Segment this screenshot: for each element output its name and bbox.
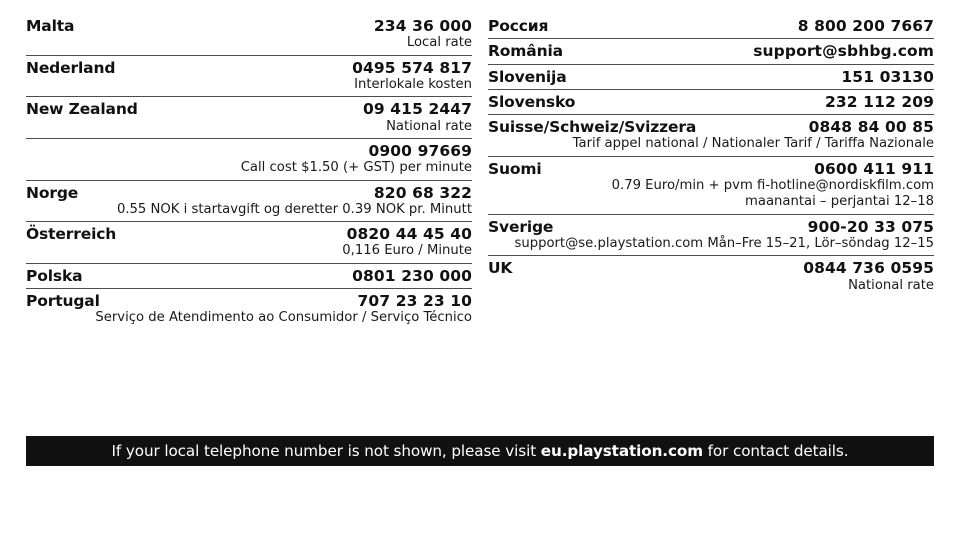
country-label: România xyxy=(488,42,563,61)
country-label xyxy=(26,142,31,160)
contact-number[interactable]: 234 36 000 xyxy=(373,17,472,35)
banner-link[interactable]: eu.playstation.com xyxy=(540,442,703,460)
contact-columns: Malta 234 36 000 Local rate Nederland 0495 5… xyxy=(26,14,934,330)
contact-sheet: Malta 234 36 000 Local rate Nederland 0495 5… xyxy=(26,14,934,530)
rate-note: National rate xyxy=(386,118,472,134)
contact-number[interactable]: 820 68 322 xyxy=(373,183,472,202)
banner-text-after: for contact details. xyxy=(702,442,849,460)
rate-note: maanantai – perjantai 12–18 xyxy=(745,194,934,210)
contact-row: Slovenija 151 03130 xyxy=(488,65,934,90)
country-label: Portugal xyxy=(26,292,100,311)
country-label: UK xyxy=(488,259,513,278)
contact-row-main: Suisse/Schweiz/Svizzera 0848 84 00 85 xyxy=(488,118,934,136)
contact-row: Россия 8 800 200 7667 xyxy=(488,14,934,40)
contact-number[interactable]: 0844 736 0595 xyxy=(803,259,934,278)
contact-number[interactable]: 232 112 209 xyxy=(825,92,934,111)
contact-row-main: Portugal 707 23 23 10 xyxy=(26,292,472,310)
country-label: Suisse/Schweiz/Svizzera xyxy=(488,118,697,137)
contact-row-main: New Zealand 09 415 2447 xyxy=(26,100,472,118)
contact-row-main: Österreich 0820 44 45 40 xyxy=(26,225,472,243)
contact-row: Malta 234 36 000 Local rate xyxy=(26,14,472,56)
contact-number[interactable]: 0801 230 000 xyxy=(352,266,472,285)
contact-number[interactable]: 09 415 2447 xyxy=(363,100,472,119)
contact-row-main: Malta 234 36 000 xyxy=(26,17,472,35)
country-label: Nederland xyxy=(26,58,116,77)
country-label: New Zealand xyxy=(26,100,138,119)
contact-number[interactable]: 707 23 23 10 xyxy=(357,292,472,311)
contact-row-list-right: Россия 8 800 200 7667 România support@sbhbg… xyxy=(488,14,934,297)
rate-note: Interlokale kosten xyxy=(354,76,472,92)
rate-note: Serviço de Atendimento ao Consumidor / S… xyxy=(95,310,472,326)
rate-note: 0.55 NOK i startavgift og deretter 0.39 … xyxy=(116,201,472,217)
contact-row: 0900 97669 Call cost $1.50 (+ GST) per mi… xyxy=(26,139,472,181)
rate-note: support@se.playstation.com Mån–Fre 15–21… xyxy=(514,236,934,252)
contact-row-main: Sverige 900-20 33 075 xyxy=(488,218,934,236)
contact-row: Norge 820 68 322 0.55 NOK i startavgift og… xyxy=(26,181,472,223)
country-label: Malta xyxy=(26,17,75,35)
contact-row-main: Suomi 0600 411 911 xyxy=(488,160,934,178)
country-label: Suomi xyxy=(488,159,542,178)
country-label: Sverige xyxy=(488,217,554,236)
contact-row-main: România support@sbhbg.com xyxy=(488,42,934,60)
contact-number[interactable]: 151 03130 xyxy=(841,67,934,86)
country-label: Norge xyxy=(26,183,79,202)
contact-row: Portugal 707 23 23 10 Serviço de Atendimen… xyxy=(26,289,472,330)
contact-row: Suisse/Schweiz/Svizzera 0848 84 00 85 Tari… xyxy=(488,115,934,157)
contact-row-main: UK 0844 736 0595 xyxy=(488,259,934,277)
contact-number[interactable]: 0900 97669 xyxy=(368,141,472,160)
contact-column-left: Malta 234 36 000 Local rate Nederland 0495 5… xyxy=(26,14,472,330)
contact-number[interactable]: support@sbhbg.com xyxy=(753,42,934,61)
rate-note: Tarif appel national / Nationaler Tarif … xyxy=(572,136,934,152)
country-label: Polska xyxy=(26,266,83,285)
contact-row-main: Slovensko 232 112 209 xyxy=(488,93,934,111)
contact-number[interactable]: 0848 84 00 85 xyxy=(808,118,934,137)
contact-row: Nederland 0495 574 817 Interlokale kosten xyxy=(26,56,472,98)
rate-note: Local rate xyxy=(406,35,472,51)
contact-row-main: Nederland 0495 574 817 xyxy=(26,59,472,77)
contact-row-main: Norge 820 68 322 xyxy=(26,184,472,202)
country-label: Österreich xyxy=(26,225,117,244)
rate-note: 0,116 Euro / Minute xyxy=(342,243,472,259)
contact-number[interactable]: 8 800 200 7667 xyxy=(797,17,934,35)
country-label: Россия xyxy=(488,17,549,35)
contact-number[interactable]: 0495 574 817 xyxy=(352,58,472,77)
contact-number[interactable]: 0600 411 911 xyxy=(814,159,934,178)
rate-note: Call cost $1.50 (+ GST) per minute xyxy=(240,160,472,176)
country-label: Slovenija xyxy=(488,67,567,86)
contact-row-main: 0900 97669 xyxy=(26,142,472,160)
contact-number[interactable]: 900-20 33 075 xyxy=(807,217,934,236)
contact-row: UK 0844 736 0595 National rate xyxy=(488,256,934,297)
contact-row-main: Slovenija 151 03130 xyxy=(488,68,934,86)
rate-note: 0.79 Euro/min + pvm fi-hotline@nordiskfi… xyxy=(611,178,934,194)
contact-row: Suomi 0600 411 911 0.79 Euro/min + pvm fi-… xyxy=(488,157,934,215)
contact-row-main: Polska 0801 230 000 xyxy=(26,267,472,285)
contact-row: România support@sbhbg.com xyxy=(488,39,934,65)
contact-row: Polska 0801 230 000 xyxy=(26,264,472,290)
rate-note: National rate xyxy=(848,277,934,293)
contact-column-right: Россия 8 800 200 7667 România support@sbhbg… xyxy=(488,14,934,297)
contact-row: New Zealand 09 415 2447 National rate xyxy=(26,97,472,139)
country-label: Slovensko xyxy=(488,92,576,111)
footer-banner: If your local telephone number is not sh… xyxy=(26,436,934,466)
banner-text-before: If your local telephone number is not sh… xyxy=(111,442,541,460)
contact-number[interactable]: 0820 44 45 40 xyxy=(346,225,472,244)
contact-row: Österreich 0820 44 45 40 0,116 Euro / Minu… xyxy=(26,222,472,264)
contact-row: Slovensko 232 112 209 xyxy=(488,90,934,116)
contact-row-list-left: Malta 234 36 000 Local rate Nederland 0495 5… xyxy=(26,14,472,330)
contact-row-main: Россия 8 800 200 7667 xyxy=(488,17,934,35)
contact-row: Sverige 900-20 33 075 support@se.playstati… xyxy=(488,215,934,257)
